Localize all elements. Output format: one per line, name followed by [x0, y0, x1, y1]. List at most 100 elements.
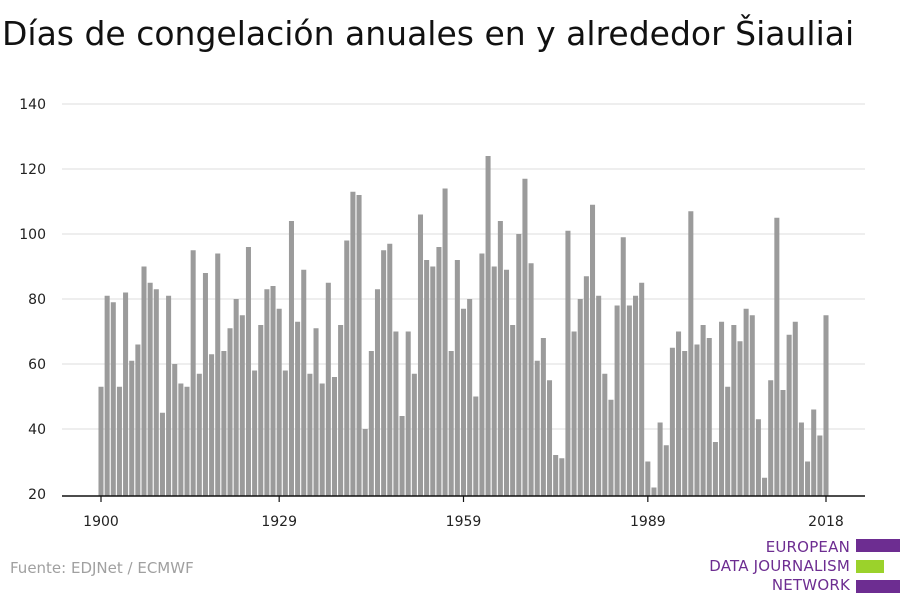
bar-1989 — [645, 461, 651, 496]
bar-1954 — [430, 266, 436, 496]
bar-1970 — [528, 263, 534, 496]
bar-1910 — [159, 412, 165, 496]
bar-1919 — [215, 253, 221, 496]
logo-line-network: NETWORK — [771, 576, 850, 594]
bar-1908 — [147, 282, 153, 496]
bar-2007 — [755, 419, 761, 496]
logo-bar-middle — [856, 559, 884, 573]
bar-1907 — [141, 266, 147, 496]
bar-1904 — [123, 292, 129, 496]
bar-1920 — [221, 351, 227, 496]
bar-1902 — [110, 302, 116, 496]
bar-1948 — [393, 331, 399, 496]
bar-1984 — [614, 305, 620, 496]
x-tick-label: 1929 — [261, 514, 297, 530]
logo-text: EUROPEAN DATA JOURNALISM NETWORK — [709, 538, 856, 594]
bar-1966 — [503, 269, 510, 496]
bar-1950 — [405, 331, 411, 496]
bar-1918 — [209, 354, 215, 496]
bar-1925 — [252, 370, 258, 496]
bar-1951 — [411, 373, 417, 496]
bar-1956 — [442, 188, 448, 496]
bar-2010 — [774, 217, 780, 496]
bar-1916 — [196, 373, 202, 496]
bar-1934 — [307, 373, 313, 496]
bar-1967 — [510, 325, 516, 496]
bar-1944 — [368, 351, 374, 496]
logo-line-data-journalism: DATA JOURNALISM — [709, 557, 850, 575]
y-tick-label: 80 — [28, 292, 46, 308]
bar-2016 — [811, 409, 817, 496]
source-note: Fuente: EDJNet / ECMWF — [10, 559, 194, 577]
x-tick-label: 1989 — [630, 514, 666, 530]
bar-1969 — [522, 178, 528, 496]
bar-1917 — [202, 273, 208, 496]
bar-1992 — [663, 445, 669, 496]
x-axis: 1900 1929 1959 1989 2018 — [62, 495, 865, 530]
y-tick-label: 20 — [28, 487, 46, 503]
bar-1906 — [135, 344, 141, 496]
logo-mark — [856, 538, 900, 594]
logo-bar-top — [856, 539, 900, 552]
bar-2002 — [725, 386, 731, 496]
bar-1922 — [233, 299, 239, 496]
chart-title: Días de congelación anuales en y alreded… — [2, 14, 855, 53]
bar-1975 — [559, 458, 565, 496]
x-tick-label: 1959 — [446, 514, 482, 530]
x-tick-label: 1900 — [83, 514, 119, 530]
bar-1990 — [651, 487, 657, 496]
bar-1924 — [245, 247, 251, 496]
bar-1995 — [682, 351, 688, 496]
bar-1903 — [116, 386, 122, 496]
bar-1977 — [571, 331, 577, 496]
bar-2000 — [712, 442, 718, 496]
bar-1988 — [639, 282, 645, 496]
bar-1993 — [669, 347, 675, 496]
bar-1996 — [688, 211, 694, 496]
bar-1937 — [325, 282, 331, 496]
bar-2009 — [768, 380, 774, 496]
bar-1962 — [479, 253, 485, 496]
bar-1939 — [338, 325, 344, 496]
bar-1994 — [676, 331, 682, 496]
bar-2006 — [749, 315, 755, 496]
y-tick-label: 100 — [19, 227, 46, 243]
bar-1947 — [387, 243, 393, 496]
bar-1946 — [381, 250, 387, 496]
bar-1972 — [540, 338, 546, 496]
bar-2008 — [762, 477, 768, 496]
bar-1927 — [264, 289, 270, 496]
bar-1942 — [356, 195, 362, 496]
bar-1911 — [166, 295, 172, 496]
y-tick-label: 120 — [19, 162, 46, 178]
bar-1973 — [546, 380, 553, 496]
bar-1999 — [706, 338, 712, 496]
bar-1982 — [602, 373, 608, 496]
bar-1957 — [448, 351, 454, 496]
bar-1974 — [553, 455, 559, 496]
bar-1912 — [172, 364, 178, 496]
edjnet-logo[interactable]: EUROPEAN DATA JOURNALISM NETWORK — [709, 538, 900, 594]
bar-1960 — [467, 299, 473, 496]
bar-1915 — [190, 250, 196, 496]
bar-1900 — [98, 386, 104, 496]
bar-1901 — [104, 295, 110, 496]
y-tick-label: 60 — [28, 357, 46, 373]
bar-series — [98, 156, 829, 496]
bar-1983 — [608, 399, 614, 496]
bar-1921 — [227, 328, 233, 496]
bar-1941 — [350, 191, 356, 496]
bar-1931 — [288, 221, 294, 496]
y-tick-label: 140 — [19, 97, 46, 113]
bar-1965 — [497, 221, 503, 496]
bar-2003 — [731, 325, 737, 496]
bar-1929 — [276, 308, 282, 496]
bar-1949 — [399, 416, 405, 496]
bar-2014 — [798, 422, 804, 496]
bar-1935 — [313, 328, 319, 496]
bar-1963 — [485, 156, 491, 496]
bar-1905 — [129, 360, 135, 496]
logo-bar-bottom — [856, 580, 900, 593]
bar-1914 — [184, 386, 190, 496]
bar-2004 — [737, 341, 743, 496]
